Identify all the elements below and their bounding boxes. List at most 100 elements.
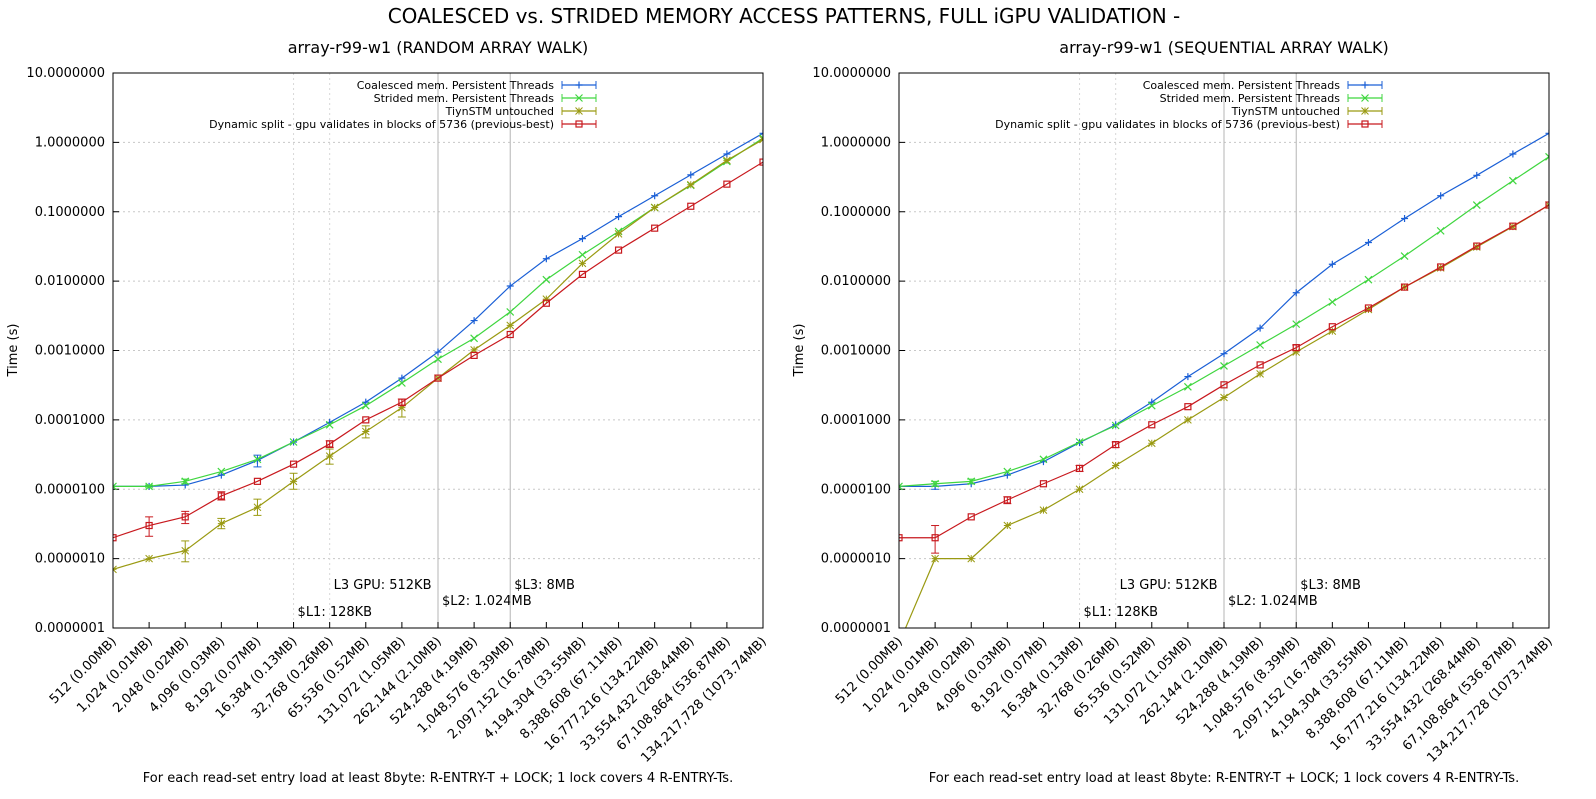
data-point [542, 295, 551, 303]
y-tick-label: 0.0010000 [821, 344, 891, 359]
y-axis-label: Time (s) [792, 324, 807, 378]
data-point [470, 317, 478, 325]
chart-title: array-r99-w1 (RANDOM ARRAY WALK) [288, 38, 589, 57]
data-point [1184, 373, 1192, 381]
cache-annotation: $L3: 8MB [1300, 578, 1361, 593]
y-tick-label: 0.0001000 [35, 413, 105, 428]
cache-annotation: L3 GPU: 512KB [334, 578, 432, 593]
data-point [181, 477, 190, 486]
cache-annotation: $L2: 1.024MB [1228, 594, 1318, 609]
data-point [899, 534, 903, 542]
data-point [1039, 506, 1048, 514]
data-point [723, 156, 731, 165]
data-point [1472, 243, 1481, 251]
y-tick-label: 0.0001000 [821, 413, 891, 428]
data-point [931, 534, 939, 542]
y-tick-label: 0.0100000 [35, 274, 105, 289]
data-point [1147, 401, 1156, 410]
data-point [506, 321, 515, 330]
data-point [1111, 421, 1120, 430]
data-point [686, 180, 695, 189]
x-axis-label: For each read-set entry load at least 8b… [929, 771, 1519, 786]
data-point [326, 440, 334, 448]
plot-frame [898, 72, 1550, 629]
data-point [398, 403, 406, 412]
data-point [253, 477, 262, 485]
data-point [575, 120, 583, 128]
data-point [253, 455, 262, 464]
data-point [217, 492, 225, 500]
data-point [651, 192, 659, 200]
data-point [434, 374, 442, 382]
data-point [1003, 471, 1011, 479]
y-tick-label: 0.0000100 [35, 482, 105, 497]
data-point [470, 351, 478, 359]
data-point [1292, 289, 1300, 297]
data-point [578, 235, 586, 243]
data-point [253, 503, 262, 512]
figure-title: COALESCED vs. STRIDED MEMORY ACCESS PATT… [388, 4, 1181, 28]
data-point [1436, 226, 1445, 235]
data-point [1361, 81, 1369, 89]
data-point [325, 420, 334, 429]
data-point [1292, 320, 1301, 329]
data-point [1111, 461, 1120, 470]
data-point [1545, 152, 1549, 161]
data-point [506, 307, 515, 316]
data-point [1220, 350, 1228, 358]
data-point [542, 275, 551, 284]
data-point [759, 129, 763, 137]
data-point [1075, 438, 1084, 446]
data-point [931, 479, 940, 488]
data-point [542, 299, 550, 307]
data-point [1184, 403, 1192, 411]
data-point [113, 482, 117, 491]
legend-label: Strided mem. Persistent Threads [374, 92, 555, 105]
legend-label: Strided mem. Persistent Threads [1160, 92, 1341, 105]
data-point [759, 158, 763, 166]
data-point [723, 180, 731, 188]
data-point [1184, 416, 1192, 424]
x-axis-label: For each read-set entry load at least 8b… [143, 771, 733, 786]
data-point [1473, 242, 1481, 250]
data-point [470, 334, 479, 343]
data-point [362, 416, 370, 424]
data-point [1220, 381, 1228, 389]
data-point [362, 398, 370, 406]
y-tick-label: 0.0000001 [35, 621, 105, 636]
data-point [1003, 521, 1012, 530]
data-point [217, 467, 226, 476]
plot-frame [112, 72, 764, 629]
data-point [899, 482, 903, 491]
data-point [434, 348, 442, 356]
y-tick-label: 0.1000000 [821, 205, 891, 220]
data-point [967, 477, 976, 486]
legend-label: Dynamic split - gpu validates in blocks … [209, 118, 554, 131]
data-point [575, 81, 583, 89]
data-point [1361, 107, 1369, 115]
data-point [1183, 382, 1192, 391]
y-axis-label: Time (s) [6, 324, 21, 378]
data-point [575, 94, 583, 102]
data-point [470, 346, 478, 354]
data-point [614, 246, 623, 254]
chart-title: array-r99-w1 (SEQUENTIAL ARRAY WALK) [1059, 38, 1388, 57]
data-point [1220, 393, 1228, 402]
data-point [578, 250, 587, 259]
data-point [1148, 421, 1156, 429]
y-tick-label: 0.0100000 [821, 274, 891, 289]
y-tick-label: 1.0000000 [35, 135, 105, 150]
data-point [723, 150, 731, 158]
data-point [614, 230, 623, 238]
data-point [217, 519, 226, 528]
data-point [361, 401, 370, 410]
series-group [113, 129, 763, 574]
cache-annotation: $L1: 128KB [298, 605, 373, 620]
data-point [1364, 239, 1372, 247]
y-tick-label: 0.0000001 [821, 621, 891, 636]
data-point [1039, 455, 1048, 464]
data-point [1545, 201, 1549, 209]
legend-label: Dynamic split - gpu validates in blocks … [995, 118, 1340, 131]
data-point [361, 427, 370, 436]
